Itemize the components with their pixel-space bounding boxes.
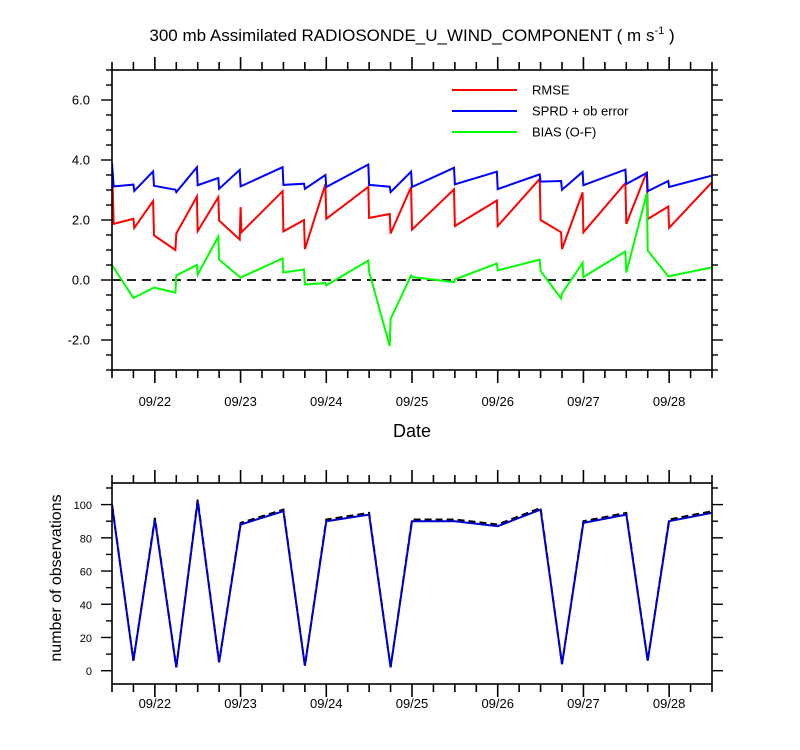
series-line-1 [112, 501, 712, 668]
x-tick-label: 09/28 [653, 394, 686, 409]
observation-count-chart: number of observations 09/22 09/23 09/24 09… [48, 470, 723, 711]
plot-frame [111, 482, 713, 685]
x-tick-label: 09/23 [224, 696, 257, 711]
y-tick-label: 4.0 [72, 153, 90, 168]
x-tick-label: 09/27 [567, 394, 600, 409]
x-tick-label: 09/22 [139, 696, 172, 711]
y-tick-label: 0 [86, 666, 92, 678]
x-tick-label: 09/27 [567, 696, 600, 711]
y-axis-title: number of observations [48, 494, 65, 661]
y-tick-label: 40 [80, 600, 92, 612]
series-line-2 [112, 192, 712, 347]
x-tick-label: 09/25 [396, 696, 429, 711]
y-tick-label: 100 [74, 500, 92, 512]
y-tick-label: 2.0 [72, 213, 90, 228]
y-tick-label: -2.0 [68, 333, 90, 348]
y-tick-label: 80 [80, 533, 92, 545]
x-tick-label: 09/24 [310, 394, 343, 409]
x-axis-title: Date [393, 421, 431, 441]
y-tick-label: 20 [80, 633, 92, 645]
y-tick-label: 60 [80, 567, 92, 579]
x-tick-label: 09/25 [396, 394, 429, 409]
legend-label-2: BIAS (O-F) [532, 125, 596, 140]
legend: RMSE SPRD + ob error BIAS (O-F) [452, 83, 629, 140]
y-tick-label: 0.0 [72, 273, 90, 288]
x-tick-label: 09/26 [481, 394, 514, 409]
legend-label-1: SPRD + ob error [532, 104, 629, 119]
x-tick-label: 09/24 [310, 696, 343, 711]
chart-title: 300 mb Assimilated RADIOSONDE_U_WIND_COM… [149, 25, 674, 45]
x-tick-label: 09/23 [224, 394, 257, 409]
series-line-1 [112, 162, 712, 195]
x-tick-label: 09/28 [653, 696, 686, 711]
x-tick-label: 09/22 [139, 394, 172, 409]
legend-label-0: RMSE [532, 83, 570, 98]
series-line-0 [112, 162, 712, 252]
rmse-spread-bias-chart: 300 mb Assimilated RADIOSONDE_U_WIND_COM… [68, 25, 723, 441]
y-tick-label: 6.0 [72, 93, 90, 108]
x-tick-label: 09/26 [481, 696, 514, 711]
